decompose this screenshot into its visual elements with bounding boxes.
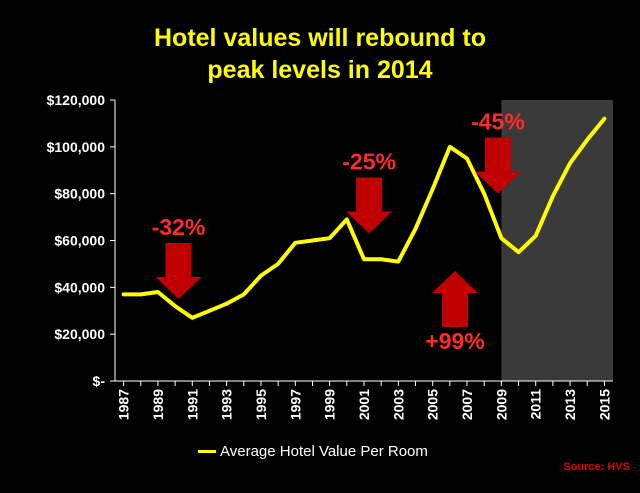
x-tick-label: 2003 xyxy=(390,389,406,420)
x-tick-label: 1991 xyxy=(184,389,200,420)
x-tick-label: 2015 xyxy=(596,389,612,420)
x-tick-label: 1999 xyxy=(322,389,338,420)
x-tick-label: 1987 xyxy=(116,389,132,420)
x-tick-label: 1997 xyxy=(287,389,303,420)
legend: Average Hotel Value Per Room xyxy=(198,443,428,460)
x-tick-label: 2001 xyxy=(356,389,372,420)
down-arrow-icon xyxy=(155,243,202,300)
x-tick-label: 2011 xyxy=(528,389,544,420)
title-line-1: Hotel values will rebound to xyxy=(154,24,486,52)
source-label: Source: HVS xyxy=(563,461,630,473)
forecast-shaded-region xyxy=(501,100,613,381)
x-tick-label: 1993 xyxy=(219,389,235,420)
series-line-hotel-value xyxy=(121,116,607,320)
y-tick-label: $120,000 xyxy=(47,92,106,108)
annotation-label: +99% xyxy=(425,328,484,354)
y-tick-label: $40,000 xyxy=(54,279,105,295)
y-tick-label: $60,000 xyxy=(54,233,105,249)
down-arrow-icon xyxy=(474,137,521,194)
x-tick-label: 2007 xyxy=(459,389,475,420)
x-tick-label: 2013 xyxy=(562,389,578,420)
title-line-2: peak levels in 2014 xyxy=(207,56,433,84)
chart-title: Hotel values will rebound to peak levels… xyxy=(0,22,640,86)
annotation-label: -45% xyxy=(471,109,525,135)
y-tick-label: $- xyxy=(93,373,106,389)
y-tick-label: $80,000 xyxy=(54,186,105,202)
y-tick-label: $20,000 xyxy=(54,326,105,342)
x-tick-label: 1989 xyxy=(150,389,166,420)
x-tick-label: 2005 xyxy=(425,389,441,420)
down-arrow-icon xyxy=(346,177,393,234)
annotation-label: -32% xyxy=(152,214,206,240)
y-tick-label: $100,000 xyxy=(47,139,106,155)
annotation-label: -25% xyxy=(342,148,396,174)
up-arrow-icon xyxy=(432,270,479,327)
x-tick-label: 2009 xyxy=(493,389,509,420)
x-tick-label: 1995 xyxy=(253,389,269,420)
legend-swatch xyxy=(198,450,216,453)
legend-label: Average Hotel Value Per Room xyxy=(220,443,428,460)
